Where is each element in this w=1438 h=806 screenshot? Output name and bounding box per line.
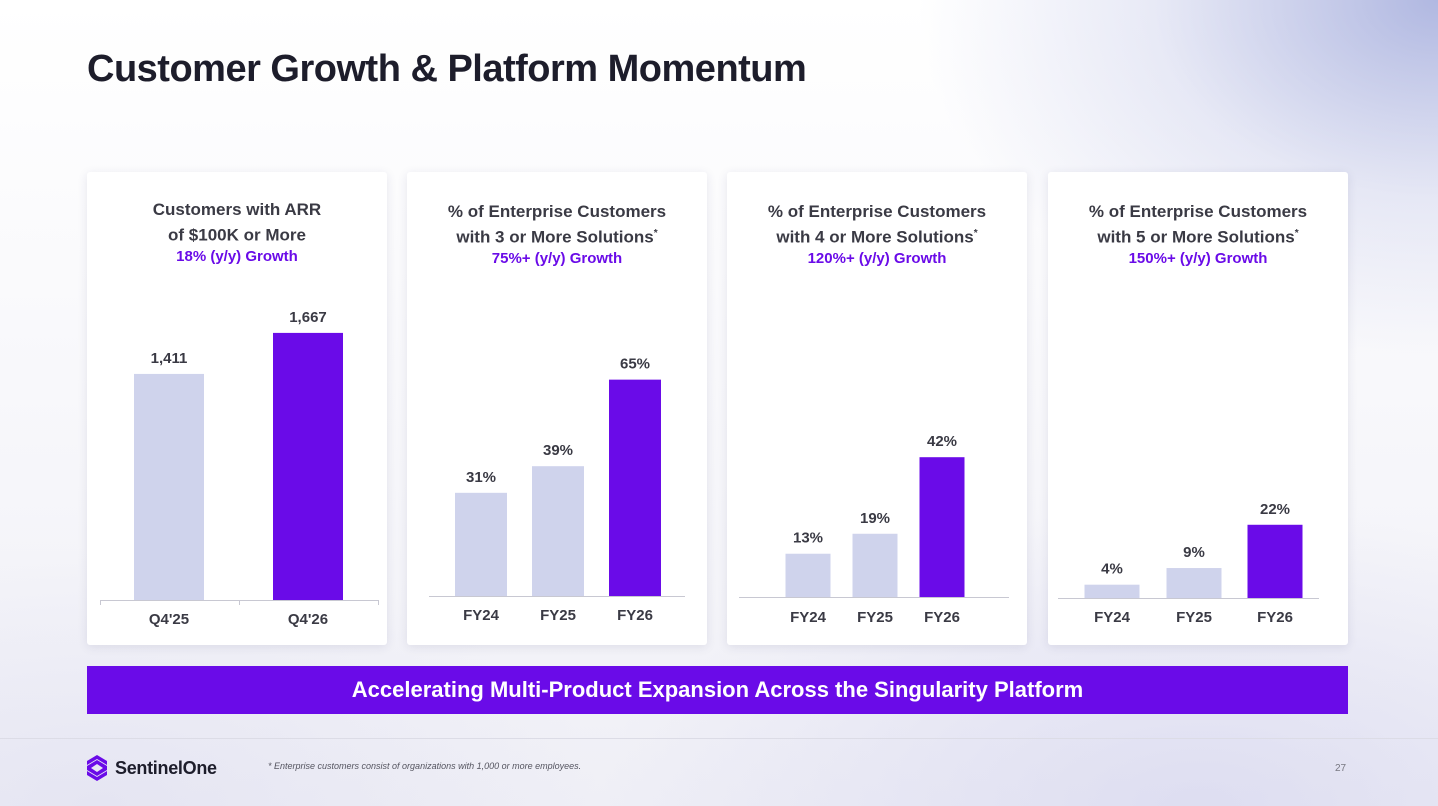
card-title-line2: with 4 or More Solutions* (776, 227, 978, 247)
x-tick-label: FY26 (924, 609, 960, 626)
card-title-line1: % of Enterprise Customers (767, 202, 987, 221)
x-tick-label: FY26 (617, 607, 653, 624)
card-header: % of Enterprise Customers with 5 or More… (1048, 201, 1348, 269)
bar-value-label: 19% (860, 510, 890, 527)
chart-card-3-solutions: % of Enterprise Customers with 3 or More… (407, 172, 707, 645)
x-tick-label: FY26 (1257, 609, 1293, 626)
summary-banner: Accelerating Multi-Product Expansion Acr… (87, 666, 1348, 714)
card-title-line1: % of Enterprise Customers (1088, 202, 1308, 221)
x-tick-label: FY24 (790, 609, 827, 626)
bar-fy26 (1247, 524, 1303, 598)
bar-value-label: 65% (620, 356, 650, 373)
x-tick-label: Q4'25 (149, 611, 189, 628)
sentinelone-logo: SentinelOne (87, 755, 217, 781)
bar-value-label: 13% (793, 530, 823, 547)
bar-fy26 (609, 379, 661, 596)
bar-value-label: 31% (466, 469, 496, 486)
bar-value-label: 4% (1101, 561, 1123, 578)
logo-text: SentinelOne (115, 757, 217, 778)
page-title: Customer Growth & Platform Momentum (87, 48, 807, 90)
bar-chart-4-solutions: 13% FY24 19% FY25 42% FY26 (739, 433, 1009, 626)
card-title-line2: of $100K or More (168, 225, 306, 245)
growth-label: 150%+ (y/y) Growth (1128, 249, 1268, 267)
bar-fy25 (852, 533, 898, 597)
x-tick-label: FY25 (857, 609, 893, 626)
page-number: 27 (1335, 763, 1347, 774)
bar-q4-26 (273, 332, 343, 600)
bar-value-label: 42% (927, 433, 957, 450)
x-tick-label: FY24 (463, 607, 500, 624)
bar-chart-3-solutions: 31% FY24 39% FY25 65% FY26 (429, 356, 685, 624)
card-title-line2: with 3 or More Solutions* (456, 227, 658, 247)
bar-value-label: 1,411 (151, 350, 188, 367)
bar-q4-25 (134, 373, 204, 600)
card-title-line2: with 5 or More Solutions* (1097, 227, 1299, 247)
bar-fy24 (455, 492, 507, 596)
bar-value-label: 22% (1260, 501, 1290, 518)
bar-value-label: 9% (1183, 544, 1205, 561)
bar-fy26 (919, 457, 965, 597)
bar-fy25 (532, 466, 584, 596)
card-title-line1: % of Enterprise Customers (447, 202, 667, 221)
card-title-line1: Customers with ARR (152, 200, 322, 219)
bar-fy24 (785, 553, 831, 597)
card-header: % of Enterprise Customers with 4 or More… (727, 201, 1027, 269)
x-tick-label: FY25 (1176, 609, 1212, 626)
card-header: % of Enterprise Customers with 3 or More… (407, 201, 707, 269)
bar-fy24 (1084, 584, 1140, 598)
x-tick-label: FY24 (1094, 609, 1131, 626)
bar-value-label: 39% (543, 442, 573, 459)
bar-chart-arr: 1,411 Q4'25 1,667 Q4'26 (100, 309, 379, 628)
bar-value-label: 1,667 (289, 309, 327, 326)
chart-card-arr: Customers with ARR of $100K or More 18% … (87, 172, 387, 645)
bar-chart-5-solutions: 4% FY24 9% FY25 22% FY26 (1058, 501, 1319, 626)
growth-label: 75%+ (y/y) Growth (491, 249, 623, 267)
growth-label: 120%+ (y/y) Growth (807, 249, 947, 267)
chart-card-5-solutions: % of Enterprise Customers with 5 or More… (1048, 172, 1348, 645)
footnote: * Enterprise customers consist of organi… (268, 761, 582, 771)
card-header: Customers with ARR of $100K or More 18% … (87, 199, 387, 267)
bar-fy25 (1166, 568, 1222, 598)
growth-label: 18% (y/y) Growth (176, 247, 298, 265)
x-tick-label: Q4'26 (288, 611, 328, 628)
chart-card-4-solutions: % of Enterprise Customers with 4 or More… (727, 172, 1027, 645)
footer-divider (0, 738, 1438, 739)
x-tick-label: FY25 (540, 607, 576, 624)
sentinelone-logo-icon (87, 755, 107, 781)
